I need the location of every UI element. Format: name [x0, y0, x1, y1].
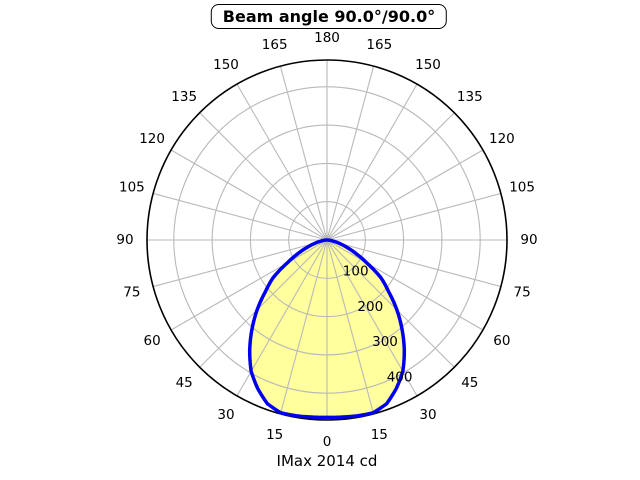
angle-tick-label: 30 [419, 407, 436, 423]
grid-spoke [170, 149, 328, 241]
polar-outline [146, 59, 508, 421]
angle-tick-label: 45 [176, 375, 193, 391]
grid-spoke [326, 239, 502, 288]
r-tick-label: 200 [357, 299, 383, 315]
grid-spoke [326, 83, 418, 241]
grid-spoke [326, 239, 455, 368]
chart-title: Beam angle 90.0°/90.0° [210, 4, 448, 29]
beam-curve [247, 238, 407, 420]
angle-tick-label: 180 [314, 30, 340, 46]
grid-spoke [170, 239, 328, 331]
angle-tick-label: 165 [366, 37, 392, 53]
angle-tick-label: 75 [514, 284, 531, 300]
angle-tick-label: 150 [213, 57, 239, 73]
angle-tick-label: 60 [144, 333, 161, 349]
imax-label: IMax 2014 cd [276, 452, 378, 470]
grid-spoke [236, 83, 328, 241]
angle-tick-label: 75 [123, 284, 140, 300]
grid-spoke [279, 65, 328, 241]
angle-tick-label: 135 [171, 89, 197, 105]
angle-tick-label: 135 [457, 89, 483, 105]
grid-spoke [326, 65, 375, 241]
angle-tick-label: 120 [489, 131, 515, 147]
grid-spoke [326, 149, 484, 241]
grid-spoke [199, 239, 328, 368]
r-tick-label: 100 [343, 263, 369, 279]
grid-spoke [152, 239, 328, 288]
r-tick-label: 300 [372, 334, 398, 350]
grid-spoke [326, 239, 375, 415]
angle-tick-label: 45 [461, 375, 478, 391]
angle-tick-label: 60 [493, 333, 510, 349]
angle-tick-label: 15 [266, 427, 283, 443]
angle-tick-label: 15 [371, 427, 388, 443]
angle-tick-label: 165 [262, 37, 288, 53]
grid-spoke [152, 192, 328, 241]
r-tick-label: 400 [387, 370, 413, 386]
angle-tick-label: 30 [217, 407, 234, 423]
angle-tick-label: 120 [139, 131, 165, 147]
angle-tick-label: 105 [119, 180, 145, 196]
grid-spoke [326, 112, 455, 241]
angle-tick-label: 150 [415, 57, 441, 73]
grid-spoke [279, 239, 328, 415]
angle-tick-label: 90 [520, 232, 537, 248]
grid-spoke [326, 239, 484, 331]
angle-tick-label: 90 [116, 232, 133, 248]
angle-tick-label: 0 [323, 434, 332, 450]
angle-tick-label: 105 [509, 180, 535, 196]
grid-spoke [199, 112, 328, 241]
grid-spoke [326, 192, 502, 241]
